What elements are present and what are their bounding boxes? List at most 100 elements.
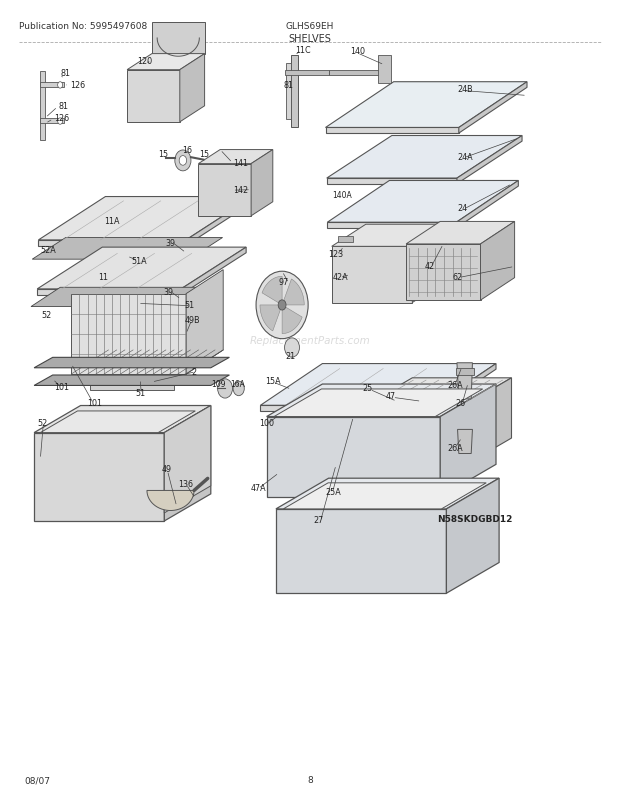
Text: 26: 26 (456, 399, 466, 408)
Polygon shape (127, 71, 180, 123)
Circle shape (278, 301, 286, 310)
Polygon shape (282, 308, 302, 334)
Text: 120: 120 (138, 57, 153, 67)
Polygon shape (327, 136, 522, 179)
Polygon shape (40, 119, 64, 124)
Circle shape (256, 272, 308, 339)
Text: 141: 141 (233, 158, 248, 168)
Polygon shape (332, 225, 446, 247)
Text: 52: 52 (37, 418, 48, 427)
Polygon shape (32, 238, 223, 260)
Polygon shape (326, 83, 527, 128)
Text: 24A: 24A (458, 152, 473, 162)
Text: 81: 81 (61, 69, 71, 79)
Text: 24B: 24B (458, 85, 473, 95)
Circle shape (218, 379, 232, 399)
Text: 101: 101 (87, 398, 102, 407)
Text: 25A: 25A (325, 487, 340, 496)
Text: 51: 51 (135, 388, 145, 398)
Polygon shape (327, 179, 457, 184)
Text: 16A: 16A (231, 379, 246, 389)
Text: 39: 39 (166, 238, 175, 248)
Text: 62: 62 (453, 272, 463, 282)
Text: 142: 142 (233, 185, 248, 195)
Polygon shape (38, 197, 253, 241)
Polygon shape (37, 248, 246, 290)
Text: Publication No: 5995497608: Publication No: 5995497608 (19, 22, 147, 31)
Polygon shape (260, 306, 280, 331)
Text: 26A: 26A (448, 380, 463, 390)
Polygon shape (378, 56, 391, 84)
Polygon shape (40, 83, 64, 88)
Polygon shape (329, 71, 384, 76)
Polygon shape (457, 136, 522, 184)
Polygon shape (127, 55, 205, 71)
Polygon shape (251, 151, 273, 217)
Text: 15A: 15A (265, 376, 281, 386)
Polygon shape (164, 406, 211, 513)
Text: 2: 2 (191, 367, 196, 377)
Polygon shape (412, 225, 446, 303)
Polygon shape (276, 509, 446, 593)
Text: 47: 47 (386, 391, 396, 401)
Text: SHELVES: SHELVES (288, 34, 332, 43)
Polygon shape (260, 364, 496, 406)
Polygon shape (198, 151, 273, 164)
Text: 49B: 49B (185, 315, 200, 325)
Polygon shape (285, 71, 329, 76)
Polygon shape (406, 222, 515, 245)
Text: 42: 42 (425, 261, 435, 271)
Polygon shape (34, 375, 229, 386)
Text: 100: 100 (259, 419, 274, 428)
Text: 52A: 52A (40, 245, 56, 255)
Polygon shape (152, 23, 205, 55)
Polygon shape (458, 430, 472, 454)
Polygon shape (71, 350, 223, 375)
Text: 08/07: 08/07 (25, 776, 51, 784)
Text: 123: 123 (329, 249, 343, 259)
Text: 27: 27 (314, 515, 324, 525)
Text: 52: 52 (41, 310, 51, 320)
Polygon shape (34, 406, 211, 433)
Polygon shape (446, 479, 499, 593)
Polygon shape (338, 237, 353, 243)
Polygon shape (198, 164, 251, 217)
Polygon shape (457, 363, 472, 399)
Polygon shape (262, 277, 282, 303)
Text: 101: 101 (55, 382, 69, 391)
Polygon shape (40, 411, 195, 433)
Text: 11C: 11C (295, 46, 311, 55)
Circle shape (175, 151, 191, 172)
Text: 11A: 11A (104, 217, 120, 226)
Polygon shape (372, 402, 471, 462)
Text: 126: 126 (70, 80, 85, 90)
Text: 39: 39 (164, 287, 174, 297)
Polygon shape (180, 55, 205, 123)
Polygon shape (327, 223, 456, 229)
Text: N58SKDGBD12: N58SKDGBD12 (437, 514, 513, 524)
Polygon shape (71, 294, 186, 375)
Polygon shape (471, 379, 511, 462)
Polygon shape (440, 385, 496, 497)
Circle shape (233, 382, 244, 396)
Text: 136: 136 (179, 479, 193, 488)
Text: 26A: 26A (448, 443, 463, 452)
Polygon shape (186, 270, 223, 375)
Text: 140A: 140A (332, 191, 352, 200)
Polygon shape (276, 479, 499, 509)
Polygon shape (286, 64, 291, 120)
Circle shape (58, 119, 63, 125)
Text: 15: 15 (158, 149, 168, 159)
Polygon shape (372, 379, 512, 402)
Polygon shape (327, 181, 518, 223)
Polygon shape (459, 83, 527, 134)
Polygon shape (147, 491, 194, 511)
Text: 49: 49 (161, 464, 171, 474)
Polygon shape (406, 245, 480, 301)
Polygon shape (274, 390, 482, 417)
Polygon shape (181, 248, 246, 295)
Text: 25: 25 (363, 383, 373, 393)
Text: 24: 24 (458, 204, 467, 213)
Polygon shape (37, 290, 181, 295)
Polygon shape (283, 484, 486, 509)
